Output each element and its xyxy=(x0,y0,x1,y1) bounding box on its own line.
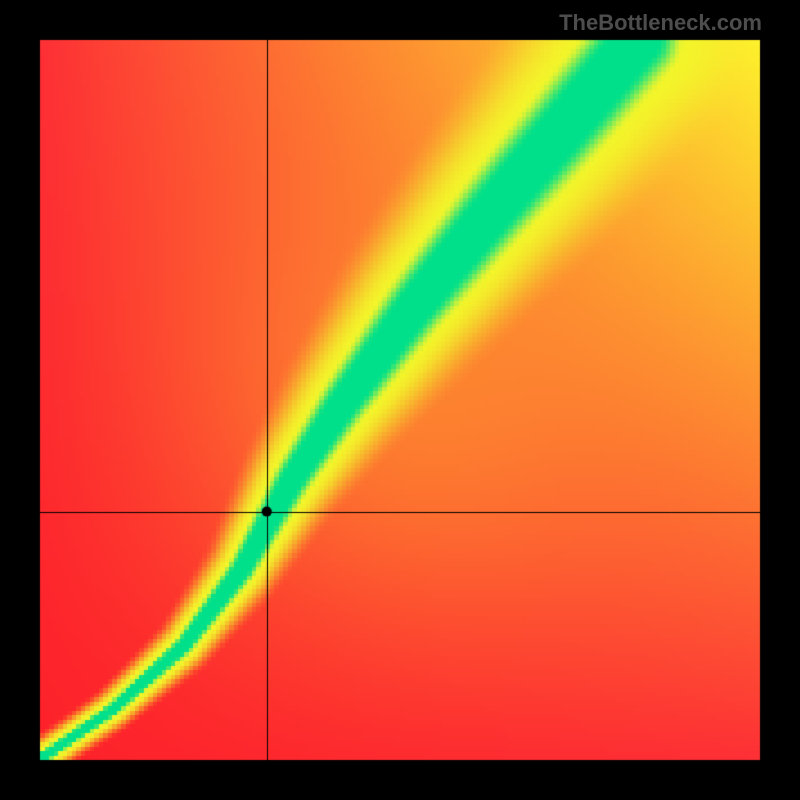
watermark-text: TheBottleneck.com xyxy=(559,10,762,36)
chart-container: TheBottleneck.com xyxy=(0,0,800,800)
bottleneck-heatmap xyxy=(0,0,800,800)
